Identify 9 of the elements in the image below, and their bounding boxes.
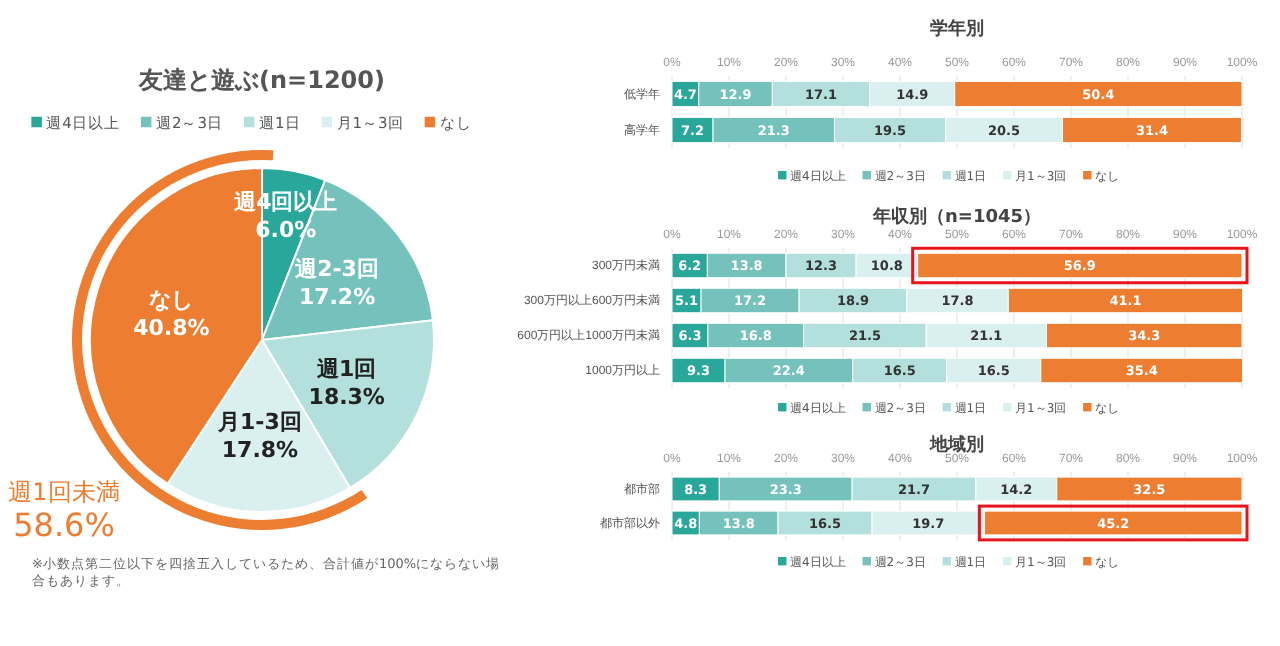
data-label: なし 40.8% [133, 286, 210, 341]
data-label: 月1-3回 17.8% [216, 408, 302, 463]
data-label: 週2-3回 17.2% [293, 256, 379, 311]
text: 週1回未満 58.6% [8, 478, 120, 544]
data-label: 週1回 18.3% [308, 355, 385, 410]
chart-title: 地域別 [928, 434, 984, 456]
chart-title: 学年別 [930, 18, 984, 40]
chart-title: 友達と遊ぶ(n=1200) [137, 66, 385, 94]
chart-title: 年収別（n=1045） [871, 206, 1041, 228]
